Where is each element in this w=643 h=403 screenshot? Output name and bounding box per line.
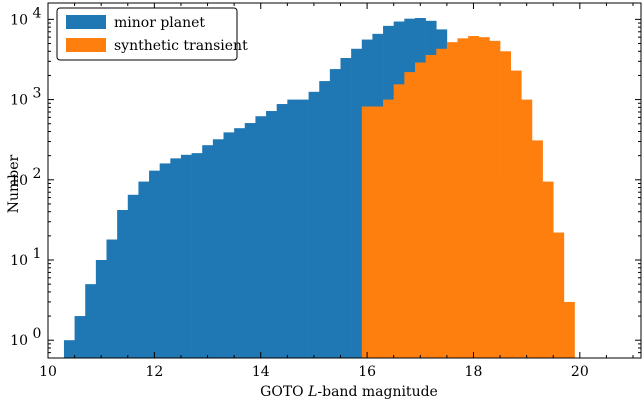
bar — [468, 36, 480, 358]
y-axis-label: Number — [6, 154, 22, 213]
bar — [372, 106, 384, 358]
y-tick-exponent: 4 — [33, 5, 42, 21]
bar — [180, 154, 192, 358]
bar — [457, 38, 469, 358]
bar — [266, 111, 277, 358]
y-tick-exponent: 0 — [33, 326, 42, 342]
y-tick-exponent: 2 — [33, 166, 42, 182]
bar — [191, 153, 203, 358]
y-tick-labels: 10 0 10 1 10 2 10 3 10 4 — [10, 5, 41, 349]
bar — [542, 181, 554, 358]
bar — [510, 70, 522, 358]
bar — [563, 301, 575, 358]
x-tick-label: 12 — [145, 364, 163, 380]
bar — [234, 128, 246, 358]
bar — [106, 239, 118, 358]
y-tick-label: 10 — [10, 12, 28, 28]
bar — [478, 37, 490, 358]
bar — [138, 181, 150, 358]
y-tick-exponent: 3 — [33, 86, 42, 102]
bar — [489, 40, 501, 358]
y-tick-label: 10 — [10, 253, 28, 269]
bar — [308, 91, 320, 359]
bar — [553, 232, 565, 358]
y-tick-label: 10 — [10, 333, 28, 349]
bar — [436, 48, 448, 359]
x-tick-label: 16 — [358, 364, 376, 380]
synthetic-transient-bars — [361, 36, 575, 359]
bar — [383, 99, 394, 359]
x-tick-label: 20 — [571, 364, 589, 380]
x-tick-labels: 10 12 14 16 18 20 — [39, 364, 589, 380]
x-tick-label: 10 — [39, 364, 57, 380]
bar — [531, 140, 543, 358]
bar — [95, 259, 107, 358]
bar — [212, 139, 224, 358]
bar — [393, 84, 405, 359]
bar — [170, 158, 182, 358]
legend: minor planet synthetic transient — [56, 7, 248, 61]
bar — [297, 99, 309, 359]
plot-frame — [47, 2, 642, 359]
bar — [159, 163, 171, 358]
x-axis-label: GOTO L-band magnitude — [260, 384, 438, 400]
bar — [319, 81, 331, 359]
bar — [85, 284, 97, 358]
bar — [202, 145, 214, 358]
bar — [276, 104, 288, 358]
bar — [446, 42, 458, 359]
x-tick-label: 18 — [465, 364, 483, 380]
legend-swatch-synthetic-transient — [66, 38, 106, 52]
bar — [329, 69, 341, 359]
bar — [351, 48, 363, 359]
bar — [223, 132, 235, 358]
bar — [255, 116, 267, 358]
x-tick-label: 14 — [252, 364, 270, 380]
bar — [425, 54, 437, 359]
y-tick-label: 10 — [10, 173, 28, 189]
y-tick-exponent: 1 — [33, 246, 42, 262]
bar — [127, 194, 139, 358]
legend-label-minor-planet: minor planet — [114, 15, 205, 31]
y-tick-label: 10 — [10, 93, 28, 109]
bar — [361, 106, 373, 358]
bar — [117, 210, 129, 358]
bar — [521, 99, 533, 359]
bar — [340, 57, 352, 358]
bar — [414, 62, 426, 358]
bar — [63, 340, 75, 358]
bar — [149, 170, 160, 358]
bar — [500, 51, 511, 359]
bar — [244, 123, 256, 358]
legend-swatch-minor-planet — [66, 15, 106, 29]
bar — [404, 72, 416, 358]
bar — [287, 99, 299, 359]
axis-ticks — [47, 3, 641, 359]
bar — [74, 316, 86, 358]
legend-label-synthetic-transient: synthetic transient — [114, 38, 248, 54]
